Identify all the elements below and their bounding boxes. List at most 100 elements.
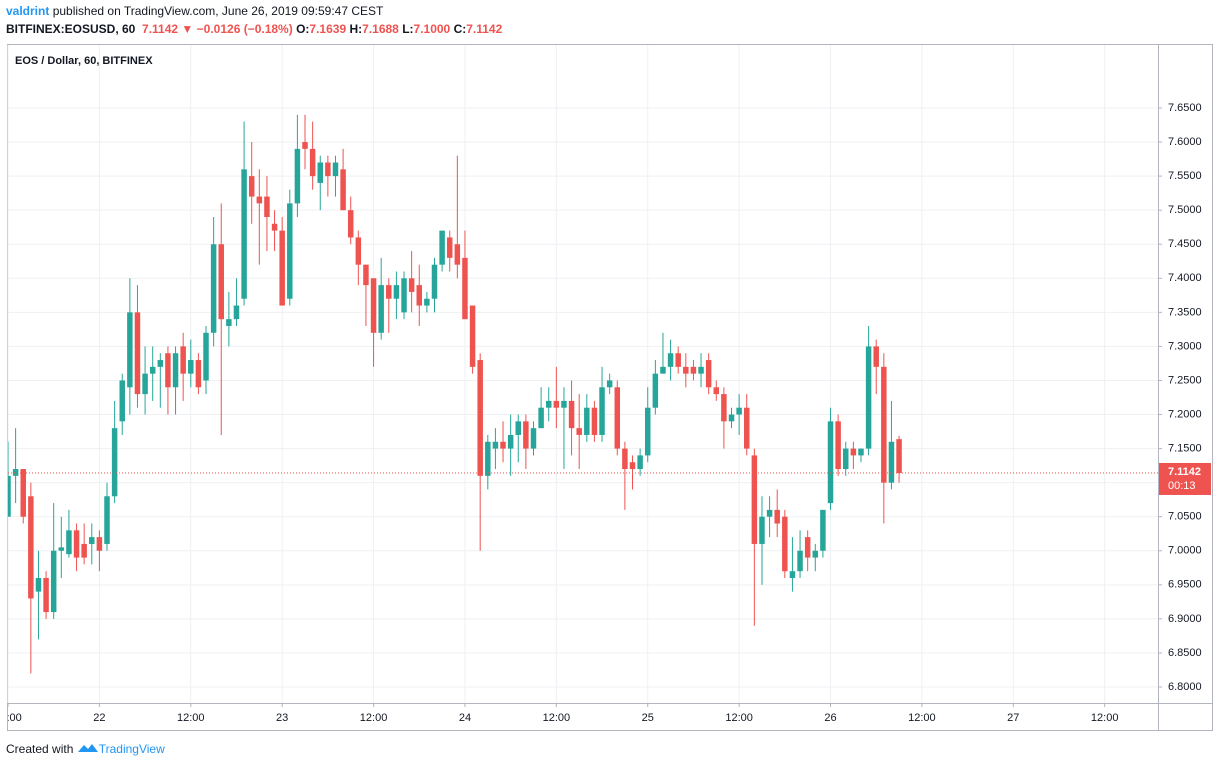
ohlc-label: O: (296, 22, 310, 36)
candle-body (180, 346, 186, 374)
candle-body (73, 530, 80, 558)
candle-body (881, 366, 887, 483)
candle-body (545, 400, 552, 408)
x-axis: 00:00 22 12:00 23 12:00 24 12:00 25 12:00 26 12:00… (0, 703, 1118, 724)
price: 7.1142 (142, 22, 179, 36)
candle-body (721, 394, 727, 422)
candle-body (812, 550, 819, 558)
candle-body (614, 387, 621, 449)
candle-body (28, 496, 34, 599)
y-tick-label: 7.0500 (1168, 511, 1202, 523)
candle-body (142, 373, 148, 395)
candle-body (606, 380, 613, 388)
y-tick-label: 7.3000 (1168, 340, 1202, 352)
candle-body (416, 285, 422, 306)
candle-body (355, 237, 362, 265)
candle-body (248, 176, 255, 197)
candle-body (58, 547, 65, 551)
tv-logo (77, 744, 98, 752)
candle-body (713, 387, 720, 395)
candle-body (584, 407, 590, 435)
x-tick-label: 12:00 (908, 712, 936, 724)
x-tick-label: 25 (642, 712, 654, 724)
candle-body (858, 448, 864, 456)
candle-body (210, 244, 217, 333)
candle-body (233, 305, 240, 320)
x-tick-label: 12:00 (543, 712, 571, 724)
candle-body (43, 578, 49, 613)
footer-brand[interactable]: TradingView (98, 742, 165, 756)
candle-body (218, 244, 224, 320)
candle-body (203, 332, 209, 381)
candle-body (127, 312, 133, 388)
x-tick-label: 12:00 (177, 712, 205, 724)
candle-body (12, 469, 19, 476)
candle-body (820, 509, 826, 551)
ohlc-label: L: (402, 22, 414, 36)
candle-body (20, 469, 26, 517)
plot (8, 114, 902, 674)
candle-body (683, 366, 689, 374)
y-tick-label: 7.2500 (1168, 374, 1202, 386)
y-tick-label: 6.8000 (1168, 681, 1202, 693)
candle-body (705, 360, 712, 388)
legend-title: EOS / Dollar, 60, BITFINEX (15, 55, 153, 67)
candle-body (294, 148, 301, 204)
candle-body (644, 407, 651, 456)
candle-body (81, 543, 87, 558)
candle-body (637, 455, 643, 470)
candle-body (561, 400, 567, 408)
candle-body (538, 407, 544, 429)
candle-body (523, 421, 529, 449)
candle-body (50, 550, 57, 613)
candle-body (477, 360, 483, 476)
candle-body (446, 237, 453, 258)
candle-body (226, 319, 232, 326)
y-tick-label: 7.5000 (1168, 204, 1202, 216)
candle-body (515, 421, 522, 435)
change: −0.0126 (−0.18%) (196, 22, 293, 36)
candle-body (149, 366, 156, 374)
down-arrow: ▼ (181, 22, 194, 36)
x-tick-label: 24 (459, 712, 471, 724)
candle-body (896, 439, 902, 473)
candle-body (728, 414, 735, 422)
candle-body (789, 571, 796, 579)
candle-body (195, 360, 202, 388)
candle-body (271, 223, 278, 231)
candle-body (736, 407, 742, 415)
candle-body (744, 407, 750, 449)
footer-text: Created with (6, 742, 74, 756)
author[interactable]: valdrint (6, 4, 50, 18)
symbol-line: BITFINEX:EOSUSD, 60 7.1142 ▼ −0.0126 (−0… (6, 22, 502, 36)
candle-body (568, 400, 575, 429)
candle-body (287, 203, 293, 299)
x-tick-label: 00:00 (0, 712, 22, 724)
y-tick-label: 7.0000 (1168, 545, 1202, 557)
candle-body (530, 428, 537, 449)
candle-body (500, 441, 506, 449)
candle-body (279, 230, 285, 306)
candle-body (652, 373, 659, 408)
candle-body (431, 264, 438, 299)
candle-body (766, 509, 773, 517)
candle-body (804, 537, 811, 558)
x-tick-label: 23 (276, 712, 288, 724)
symbol: BITFINEX:EOSUSD, 60 (6, 22, 136, 36)
candle-body (165, 353, 171, 388)
candle-body (865, 346, 872, 449)
last-price-box (1159, 462, 1211, 495)
ohlc-value: 7.1000 (413, 22, 451, 36)
countdown: 00:13 (1168, 480, 1196, 492)
candle-body (850, 448, 857, 456)
candle-body (332, 162, 339, 177)
candle-body (317, 162, 323, 183)
ohlc-label: H: (349, 22, 363, 36)
candle-body (843, 448, 849, 470)
candle-body (888, 441, 895, 483)
candle-body (797, 550, 803, 572)
candle-body (172, 353, 179, 388)
candle-body (553, 400, 560, 408)
